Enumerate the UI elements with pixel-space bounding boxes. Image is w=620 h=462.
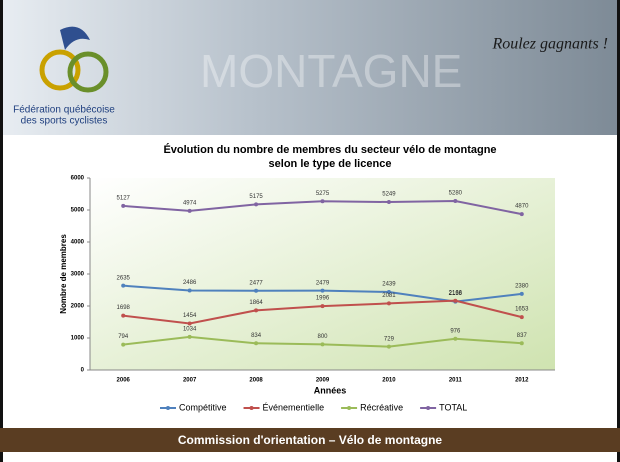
point-marker [387,301,391,305]
org-name: des sports cyclistes [21,116,108,127]
data-label: 1653 [515,307,529,313]
data-label: 1996 [316,296,330,302]
chart-subtitle: selon le type de licence [269,158,392,170]
point-marker [453,299,457,303]
data-label: 2081 [382,293,396,299]
data-label: 800 [317,334,328,340]
legend-label: Récréative [360,402,403,412]
data-label: 2166 [449,290,463,296]
y-tick-label: 1000 [71,336,85,342]
footer-text: Commission d'orientation – Vélo de monta… [178,433,443,447]
point-marker [254,341,258,345]
y-tick-label: 2000 [71,304,85,310]
data-label: 2486 [183,280,197,286]
data-label: 2477 [249,280,263,286]
legend-marker [347,406,351,410]
y-tick-label: 4000 [71,240,85,246]
slide-canvas: MONTAGNE Fédération québécoise des sport… [0,0,620,462]
point-marker [321,199,325,203]
point-marker [121,284,125,288]
legend-label: Événementielle [263,402,325,412]
point-marker [453,337,457,341]
data-label: 2380 [515,283,529,289]
y-tick-label: 3000 [71,272,85,278]
point-marker [121,204,125,208]
data-label: 4974 [183,200,197,206]
y-tick-label: 5000 [71,208,85,214]
point-marker [188,209,192,213]
data-label: 2479 [316,280,330,286]
y-tick-label: 6000 [71,176,85,182]
data-label: 837 [517,333,528,339]
data-label: 5280 [449,191,463,197]
y-tick-label: 0 [81,368,85,374]
data-label: 729 [384,336,395,342]
data-label: 1034 [183,326,197,332]
point-marker [321,304,325,308]
data-label: 834 [251,333,262,339]
legend-marker [166,406,170,410]
legend-label: Compétitive [179,402,227,412]
data-label: 5275 [316,191,330,197]
data-label: 5127 [117,196,131,202]
data-label: 4870 [515,204,529,210]
left-edge [0,0,3,462]
point-marker [520,292,524,296]
data-label: 2439 [382,282,396,288]
chart-title: Évolution du nombre de membres du secteu… [163,143,496,156]
data-label: 2635 [117,275,131,281]
point-marker [520,341,524,345]
legend-label: TOTAL [439,402,467,412]
x-axis-label: Années [314,385,347,395]
x-tick-label: 2006 [117,378,131,384]
x-tick-label: 2008 [249,378,263,384]
legend-marker [250,406,254,410]
data-label: 1454 [183,313,197,319]
data-label: 1864 [249,300,263,306]
x-tick-label: 2011 [449,378,463,384]
x-tick-label: 2012 [515,378,529,384]
point-marker [188,321,192,325]
data-label: 976 [450,328,461,334]
data-label: 1698 [117,305,131,311]
point-marker [254,289,258,293]
point-marker [121,343,125,347]
point-marker [188,335,192,339]
x-tick-label: 2009 [316,378,330,384]
point-marker [520,212,524,216]
x-tick-label: 2007 [183,378,197,384]
point-marker [121,314,125,318]
point-marker [254,202,258,206]
point-marker [387,200,391,204]
point-marker [387,345,391,349]
banner-watermark: MONTAGNE [200,45,462,97]
slogan: Roulez gagnants ! [491,36,608,53]
x-tick-label: 2010 [382,378,396,384]
data-label: 5175 [249,194,263,200]
point-marker [321,342,325,346]
slide: MONTAGNE Fédération québécoise des sport… [0,0,620,462]
org-name: Fédération québécoise [13,105,115,116]
point-marker [520,315,524,319]
data-label: 5249 [382,192,396,198]
y-axis-label: Nombre de membres [59,234,68,314]
point-marker [321,289,325,293]
point-marker [188,288,192,292]
data-label: 794 [118,334,129,340]
point-marker [453,199,457,203]
point-marker [254,308,258,312]
legend-marker [426,406,430,410]
